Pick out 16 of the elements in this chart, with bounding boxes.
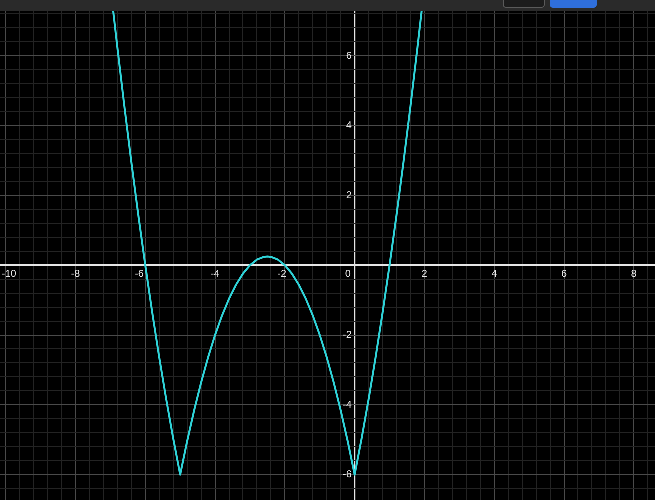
- y-tick-label: 4: [346, 120, 352, 132]
- x-tick-label: 2: [422, 269, 428, 280]
- x-tick-label: -8: [71, 269, 81, 280]
- x-tick-label: 6: [561, 269, 568, 280]
- y-tick-label: 6: [346, 50, 352, 62]
- x-tick-label: 0: [345, 269, 352, 280]
- y-tick-label: -2: [342, 330, 352, 342]
- y-tick-label: 2: [346, 190, 352, 202]
- x-tick-label: -4: [210, 269, 220, 280]
- x-tick-label: -10: [2, 269, 17, 280]
- x-tick-label: 8: [631, 269, 638, 280]
- x-tick-label: -2: [278, 269, 287, 280]
- x-tick-label: -6: [135, 269, 144, 280]
- x-tick-label: 4: [492, 269, 498, 280]
- y-tick-label: -4: [342, 400, 352, 411]
- y-tick-label: -6: [342, 470, 352, 481]
